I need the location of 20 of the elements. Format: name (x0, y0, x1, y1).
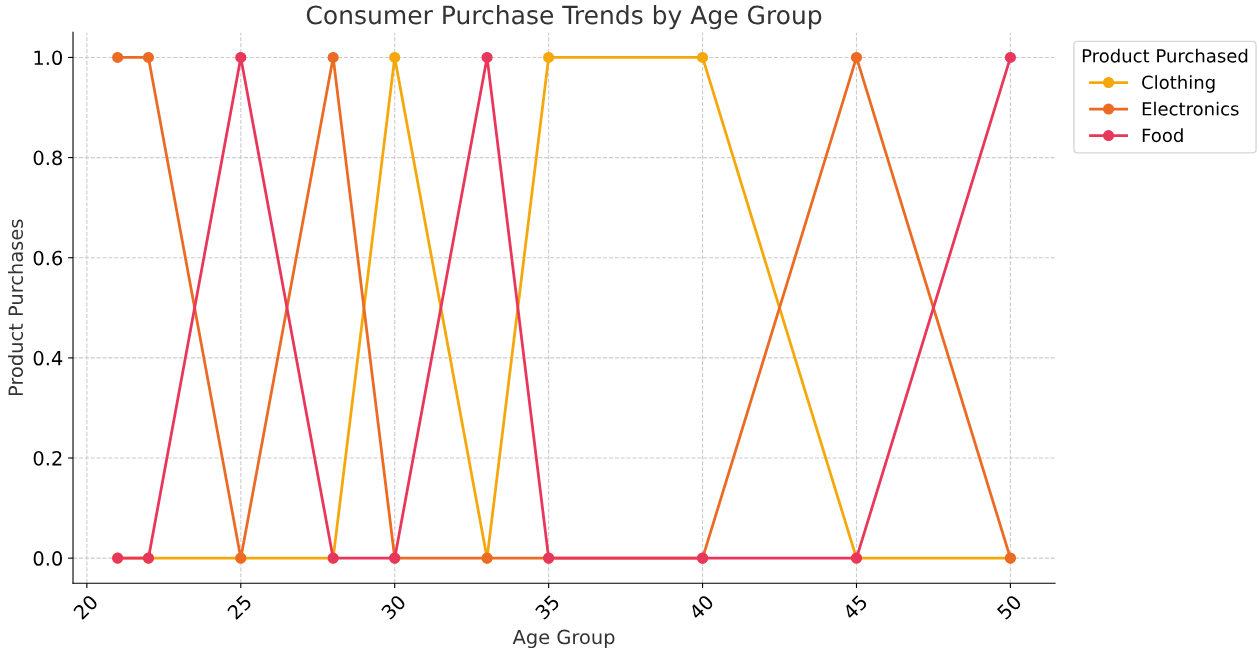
y-tick-label: 0.2 (33, 450, 62, 466)
legend-label: Food (1142, 128, 1183, 143)
x-tick-label: 25 (226, 594, 253, 621)
y-tick-label: 0.4 (33, 350, 63, 366)
legend-label: Clothing (1142, 75, 1215, 93)
x-tick-label: 50 (996, 594, 1023, 620)
y-axis-title: Product Purchases (8, 219, 24, 396)
chart-title: Consumer Purchase Trends by Age Group (306, 5, 822, 30)
legend-label: Electronics (1142, 101, 1239, 116)
x-tick-label: 40 (688, 594, 715, 621)
legend-title: Product Purchased (1082, 48, 1248, 63)
x-tick-label: 45 (842, 594, 869, 621)
y-tick-label: 0.6 (33, 250, 63, 266)
y-tick-label: 0.8 (33, 150, 62, 166)
y-tick-label: 1.0 (34, 50, 63, 66)
y-tick-label: 0.0 (33, 551, 63, 566)
x-tick-label: 20 (72, 594, 99, 621)
x-tick-label: 35 (534, 594, 561, 621)
x-tick-label: 30 (380, 594, 407, 621)
x-axis-title: Age Group (512, 629, 615, 648)
